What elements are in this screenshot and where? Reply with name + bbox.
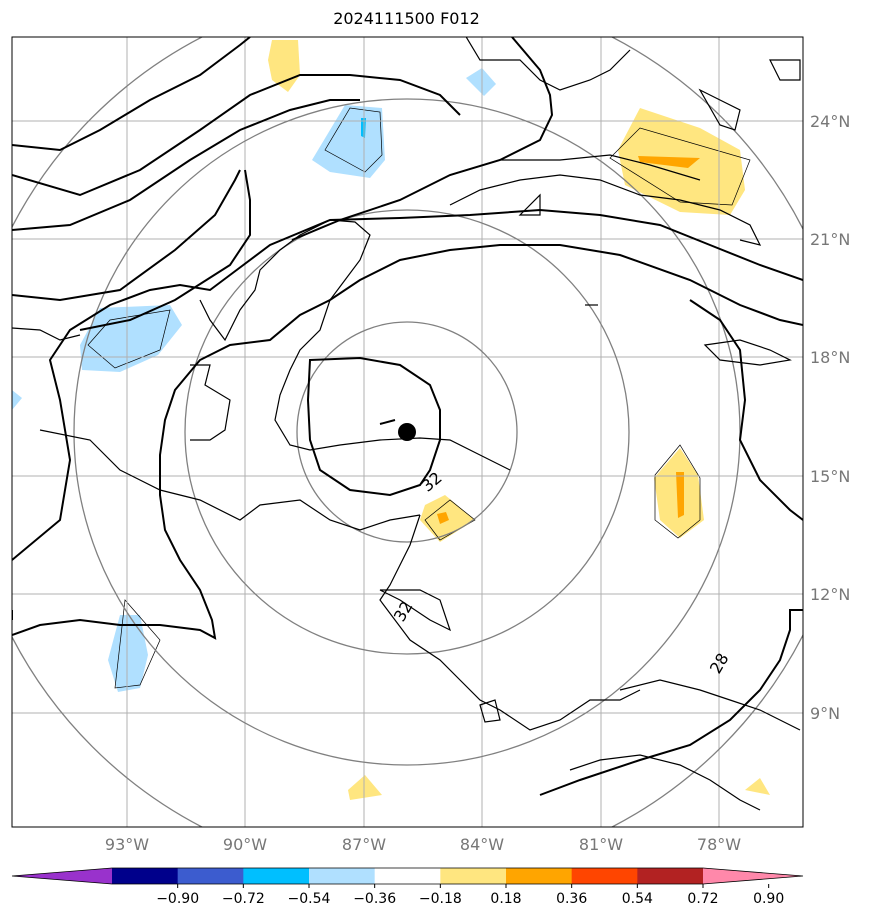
colorbar-segment bbox=[112, 868, 179, 884]
colorbar-tick-label: −0.36 bbox=[353, 891, 396, 907]
map-frame bbox=[11, 36, 804, 828]
colorbar-tick-label: −0.72 bbox=[222, 891, 265, 907]
colorbar-tick-label: 0.18 bbox=[490, 891, 521, 907]
latitude-labels: 24°N 21°N 18°N 15°N 12°N 9°N bbox=[810, 112, 850, 723]
fill-orange-honduras bbox=[437, 512, 449, 524]
map-plot-area: 32 32 28 bbox=[12, 37, 803, 827]
colorbar-segment bbox=[571, 868, 638, 884]
colorbar-segment bbox=[374, 868, 441, 884]
lon-label-90w: 90°W bbox=[223, 835, 267, 854]
contour-label-28: 28 bbox=[706, 650, 733, 677]
colorbar-tick-label: −0.18 bbox=[419, 891, 462, 907]
fill-orange-cuba bbox=[638, 156, 700, 168]
colorbar-segment bbox=[309, 868, 376, 884]
colorbar-extend-max bbox=[703, 868, 803, 884]
lat-label-15n: 15°N bbox=[810, 467, 850, 486]
coastlines bbox=[12, 37, 801, 811]
lon-label-84w: 84°W bbox=[460, 835, 504, 854]
colorbar-segment bbox=[637, 868, 704, 884]
colorbar-tick-label: −0.90 bbox=[156, 891, 199, 907]
colorbar-segment bbox=[440, 868, 507, 884]
fill-yellow-bottom bbox=[348, 775, 382, 800]
storm-center-swirl bbox=[379, 419, 396, 425]
colorbar-segment bbox=[243, 868, 310, 884]
lat-label-12n: 12°N bbox=[810, 585, 850, 604]
fill-blue-pacific bbox=[108, 615, 148, 692]
map-title: 2024111500 F012 bbox=[333, 9, 480, 28]
lon-label-78w: 78°W bbox=[697, 835, 741, 854]
lat-label-18n: 18°N bbox=[810, 348, 850, 367]
colorbar: −0.90 −0.72 −0.54 −0.36 −0.18 0.18 0.36 0.54 0.7… bbox=[11, 867, 804, 907]
colorbar-extend-min bbox=[12, 868, 112, 884]
grid-lines bbox=[12, 37, 803, 827]
lat-label-24n: 24°N bbox=[810, 112, 850, 131]
colorbar-tick-label: 0.36 bbox=[556, 891, 587, 907]
fill-orange-east bbox=[676, 472, 684, 518]
fill-blue-gulf bbox=[312, 105, 385, 178]
lon-label-93w: 93°W bbox=[105, 835, 149, 854]
colorbar-tick-label: 0.90 bbox=[753, 891, 784, 907]
lon-label-81w: 81°W bbox=[579, 835, 623, 854]
storm-center-marker bbox=[398, 423, 416, 441]
fill-yellow-bottom-right bbox=[745, 778, 770, 795]
contour-label-32a: 32 bbox=[418, 468, 446, 496]
contour-label-32b: 32 bbox=[390, 598, 417, 625]
fill-yellow-top bbox=[268, 40, 300, 92]
lat-label-9n: 9°N bbox=[810, 704, 840, 723]
anomaly-fills bbox=[12, 40, 770, 800]
colorbar-tick-label: −0.54 bbox=[288, 891, 331, 907]
longitude-labels: 93°W 90°W 87°W 84°W 81°W 78°W bbox=[105, 835, 741, 854]
fill-blue-edge bbox=[12, 390, 22, 410]
fill-blue-top bbox=[466, 68, 496, 96]
colorbar-tick-label: 0.54 bbox=[622, 891, 653, 907]
contour-lines bbox=[12, 37, 803, 796]
lon-label-87w: 87°W bbox=[342, 835, 386, 854]
colorbar-outline bbox=[11, 867, 804, 885]
colorbar-segment bbox=[506, 868, 573, 884]
colorbar-segment bbox=[177, 868, 244, 884]
lat-label-21n: 21°N bbox=[810, 230, 850, 249]
colorbar-tick-label: 0.72 bbox=[687, 891, 718, 907]
fill-blue-west bbox=[80, 305, 182, 372]
